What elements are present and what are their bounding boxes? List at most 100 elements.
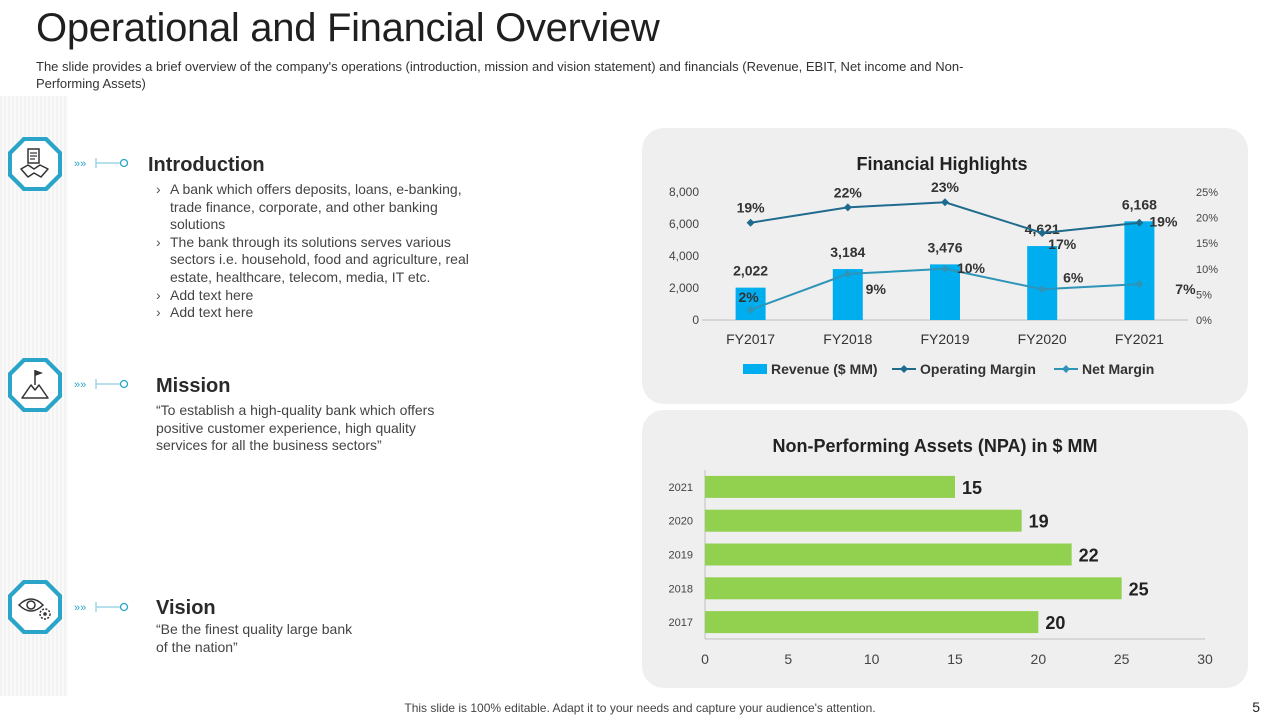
- y-tick-label: 4,000: [669, 249, 699, 263]
- revenue-bar: [1027, 246, 1058, 320]
- x-tick-label: 30: [1197, 651, 1213, 667]
- npa-bar: [705, 543, 1072, 566]
- y-tick-label: 2019: [669, 550, 693, 562]
- handshake-document-icon: [8, 137, 62, 191]
- chart-title: Non-Performing Assets (NPA) in $ MM: [772, 436, 1097, 456]
- vision-heading: Vision: [156, 597, 216, 619]
- vision-connector: »»: [74, 602, 129, 613]
- operating-margin-point: [941, 198, 949, 207]
- legend-marker: [900, 365, 908, 373]
- net-margin-point: [1038, 285, 1047, 294]
- net-margin-point: [746, 305, 755, 314]
- y-tick-label: 2020: [669, 516, 693, 528]
- operating-margin-label: 23%: [931, 179, 960, 195]
- legend-label: Net Margin: [1082, 361, 1154, 377]
- npa-data-label: 22: [1079, 546, 1099, 566]
- operating-margin-line: [750, 201, 1140, 234]
- introduction-bullet-list: A bank which offers deposits, loans, e-b…: [154, 181, 494, 322]
- introduction-bullet: A bank which offers deposits, loans, e-b…: [154, 181, 494, 234]
- introduction-connector: »»: [74, 158, 129, 169]
- operating-margin-point: [1135, 218, 1144, 227]
- y2-tick-label: 20%: [1196, 213, 1218, 225]
- npa-chart: Non-Performing Assets (NPA) in $ MM 0 5 10 1…: [669, 436, 1213, 667]
- x-tick-label: 15: [947, 651, 963, 667]
- y-tick-label: 8,000: [669, 185, 699, 199]
- y2-tick-label: 10%: [1196, 264, 1218, 276]
- net-margin-point: [941, 264, 949, 273]
- npa-bar: [705, 577, 1122, 600]
- revenue-bar: [1124, 221, 1155, 320]
- page-subtitle: The slide provides a brief overview of t…: [36, 59, 964, 91]
- npa-data-label: 20: [1045, 613, 1065, 633]
- npa-panel: Non-Performing Assets (NPA) in $ MM 0 5 10 1…: [642, 410, 1248, 688]
- operating-margin-point: [746, 218, 755, 227]
- y2-tick-label: 5%: [1196, 289, 1212, 301]
- x-tick-label: 25: [1114, 651, 1130, 667]
- footer-note: This slide is 100% editable. Adapt it to…: [404, 701, 876, 715]
- npa-data-label: 25: [1129, 579, 1149, 599]
- legend-marker: [1062, 365, 1070, 373]
- y-tick-label: 2017: [669, 617, 693, 629]
- legend-label: Operating Margin: [920, 361, 1036, 377]
- mission-heading: Mission: [156, 375, 231, 397]
- net-margin-point: [843, 269, 852, 278]
- operating-margin-label: 22%: [834, 184, 863, 200]
- npa-bar: [705, 509, 1022, 532]
- revenue-bar: [735, 287, 766, 320]
- operating-margin-label: 19%: [737, 200, 766, 216]
- legend-revenue-swatch: [743, 364, 767, 374]
- introduction-bullet: Add text here: [154, 304, 494, 322]
- y-tick-label: 0: [692, 313, 699, 327]
- svg-text:»»: »»: [74, 379, 86, 390]
- y-tick-label: 6,000: [669, 217, 699, 231]
- npa-bar: [705, 475, 955, 498]
- revenue-bar: [930, 264, 960, 320]
- x-tick-label: FY2018: [823, 331, 872, 347]
- introduction-heading: Introduction: [148, 154, 265, 176]
- net-margin-label: 2%: [738, 289, 759, 305]
- legend-label: Revenue ($ MM): [771, 361, 878, 377]
- mountain-flag-icon: [8, 358, 62, 412]
- eye-gear-icon: [8, 580, 62, 634]
- x-tick-label: 10: [864, 651, 880, 667]
- mission-connector: »»: [74, 379, 129, 390]
- net-margin-label: 9%: [866, 281, 887, 297]
- financial-highlights-chart: Financial Highlights 0 2,000 4,000 6,000 8,00…: [669, 154, 1218, 377]
- svg-text:»»: »»: [74, 158, 86, 169]
- x-tick-label: 5: [784, 651, 792, 667]
- financial-highlights-panel: Financial Highlights 0 2,000 4,000 6,000 8,00…: [642, 128, 1248, 404]
- x-tick-label: 20: [1031, 651, 1047, 667]
- introduction-bullet: The bank through its solutions serves va…: [154, 234, 494, 287]
- npa-bar: [705, 611, 1039, 634]
- net-margin-label: 6%: [1063, 269, 1084, 285]
- net-margin-label: 7%: [1175, 281, 1196, 297]
- y2-tick-label: 0%: [1196, 315, 1212, 327]
- y-tick-label: 2018: [669, 583, 693, 595]
- operating-margin-point: [843, 203, 852, 212]
- chart-title: Financial Highlights: [856, 154, 1027, 174]
- net-margin-label: 10%: [957, 260, 986, 276]
- svg-text:»»: »»: [74, 602, 86, 613]
- page-title: Operational and Financial Overview: [36, 6, 660, 50]
- vision-text: “Be the finest quality large bank of the…: [156, 621, 353, 655]
- x-tick-label: FY2017: [726, 331, 775, 347]
- y2-tick-label: 15%: [1196, 238, 1218, 250]
- x-tick-label: FY2019: [920, 331, 969, 347]
- revenue-data-label: 3,476: [927, 239, 962, 255]
- page-number: 5: [1252, 699, 1260, 715]
- y-tick-label: 2021: [669, 482, 693, 494]
- revenue-data-label: 6,168: [1122, 196, 1157, 212]
- revenue-data-label: 3,184: [830, 244, 865, 260]
- revenue-data-label: 2,022: [733, 263, 768, 279]
- y-tick-label: 2,000: [669, 281, 699, 295]
- x-tick-label: FY2020: [1018, 331, 1067, 347]
- introduction-bullet: Add text here: [154, 287, 494, 305]
- npa-data-label: 15: [962, 478, 982, 498]
- x-tick-label: FY2021: [1115, 331, 1164, 347]
- operating-margin-point: [1038, 228, 1047, 237]
- net-margin-point: [1135, 280, 1144, 289]
- npa-data-label: 19: [1029, 512, 1049, 532]
- operating-margin-label: 17%: [1048, 236, 1077, 252]
- x-tick-label: 0: [701, 651, 709, 667]
- operating-margin-label: 19%: [1149, 214, 1178, 230]
